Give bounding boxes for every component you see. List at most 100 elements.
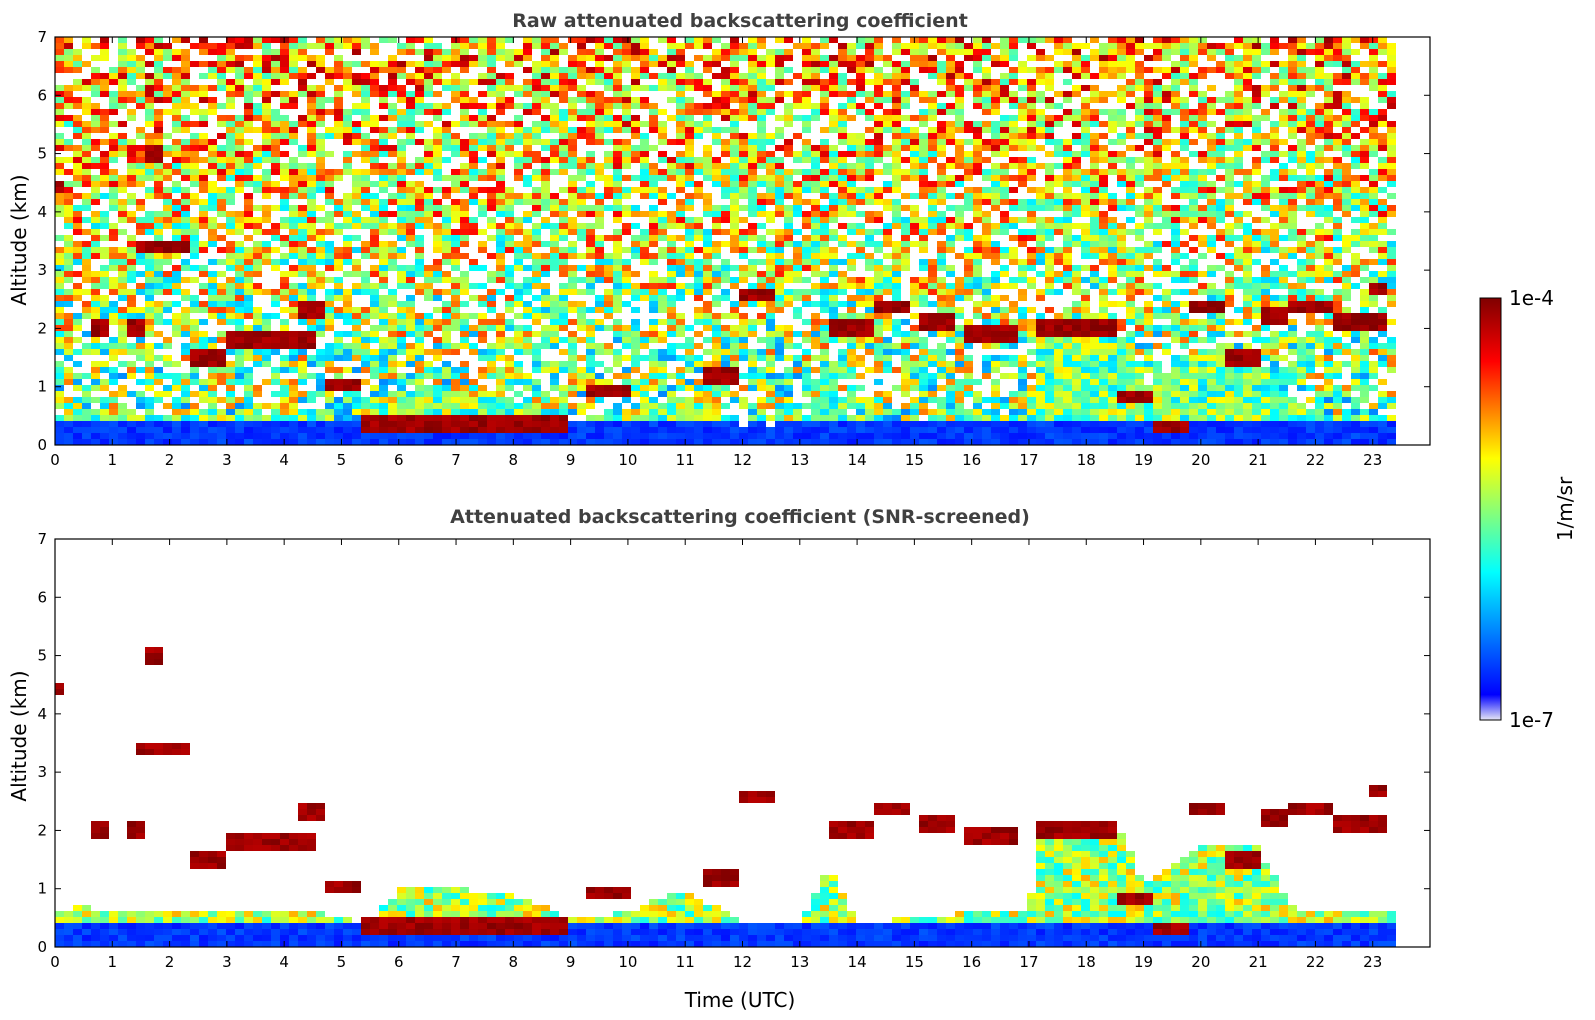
heatmap-cell (307, 163, 316, 169)
heatmap-cell (91, 43, 100, 49)
heatmap-cell (172, 283, 181, 289)
heatmap-cell (55, 391, 64, 397)
heatmap-cell (649, 205, 658, 211)
heatmap-cell (703, 85, 712, 91)
heatmap-cell (892, 157, 901, 163)
heatmap-cell (307, 361, 316, 367)
heatmap-cell (883, 355, 892, 361)
heatmap-cell (442, 49, 451, 55)
heatmap-cell (586, 97, 595, 103)
heatmap-cell (442, 409, 451, 415)
heatmap-cell (397, 163, 406, 169)
heatmap-cell (325, 127, 334, 133)
heatmap-cell (109, 433, 118, 439)
heatmap-cell (892, 139, 901, 145)
heatmap-cell (109, 403, 118, 409)
heatmap-cell (271, 79, 280, 85)
heatmap-cell (811, 157, 820, 163)
heatmap-cell (820, 271, 829, 277)
heatmap-cell (829, 373, 838, 379)
heatmap-cell (316, 325, 325, 331)
heatmap-cell (676, 175, 685, 181)
heatmap-cell (748, 427, 757, 433)
heatmap-cell (874, 391, 883, 397)
heatmap-cell (595, 241, 604, 247)
heatmap-cell (154, 421, 163, 427)
heatmap-cell (208, 403, 217, 409)
heatmap-cell (739, 229, 748, 235)
heatmap-cell (424, 289, 433, 295)
heatmap-cell (244, 349, 253, 355)
heatmap-cell (415, 433, 424, 439)
heatmap-cell (730, 61, 739, 67)
heatmap-cell (730, 247, 739, 253)
heatmap-cell (667, 55, 676, 61)
heatmap-cell (532, 421, 541, 427)
heatmap-cell (298, 187, 307, 193)
heatmap-cell (829, 283, 838, 289)
heatmap-cell (505, 235, 514, 241)
heatmap-cell (811, 109, 820, 115)
heatmap-cell (109, 277, 118, 283)
heatmap-cell (748, 283, 757, 289)
heatmap-cell (64, 265, 73, 271)
heatmap-cell (541, 43, 550, 49)
heatmap-cell (622, 109, 631, 115)
heatmap-cell (127, 433, 136, 439)
heatmap-cell (415, 385, 424, 391)
heatmap-cell (874, 409, 883, 415)
heatmap-cell (523, 199, 532, 205)
heatmap-cell (775, 133, 784, 139)
heatmap-cell (550, 61, 559, 67)
heatmap-cell (694, 265, 703, 271)
heatmap-cell (334, 103, 343, 109)
heatmap-cell (280, 223, 289, 229)
heatmap-cell (82, 229, 91, 235)
heatmap-cell (532, 211, 541, 217)
heatmap-cell (163, 307, 172, 313)
heatmap-cell (109, 319, 118, 325)
heatmap-cell (163, 271, 172, 277)
heatmap-cell (343, 403, 352, 409)
heatmap-cell (703, 175, 712, 181)
heatmap-cell (685, 361, 694, 367)
heatmap-cell (361, 37, 370, 43)
heatmap-cell (739, 265, 748, 271)
heatmap-cell (334, 253, 343, 259)
heatmap-cell (586, 73, 595, 79)
heatmap-cell (253, 265, 262, 271)
heatmap-cell (613, 247, 622, 253)
heatmap-cell (145, 229, 154, 235)
heatmap-cell (586, 169, 595, 175)
heatmap-cell (235, 421, 244, 427)
heatmap-cell (109, 409, 118, 415)
heatmap-cell (163, 223, 172, 229)
heatmap-cell (892, 295, 901, 301)
heatmap-cell (118, 247, 127, 253)
heatmap-cell (766, 79, 775, 85)
heatmap-cell (577, 67, 586, 73)
heatmap-cell (694, 319, 703, 325)
heatmap-cell (433, 175, 442, 181)
heatmap-cell (253, 91, 262, 97)
heatmap-cell (271, 301, 280, 307)
heatmap-cell (397, 277, 406, 283)
heatmap-cell (811, 433, 820, 439)
heatmap-cell (568, 433, 577, 439)
heatmap-cell (784, 175, 793, 181)
heatmap-cell (145, 403, 154, 409)
heatmap-cell (280, 217, 289, 223)
heatmap-cell (289, 229, 298, 235)
heatmap-cell (505, 397, 514, 403)
heatmap-cell (217, 223, 226, 229)
heatmap-cell (469, 169, 478, 175)
heatmap-cell (163, 259, 172, 265)
heatmap-cell (253, 43, 262, 49)
heatmap-cell (172, 235, 181, 241)
heatmap-cell (577, 313, 586, 319)
heatmap-cell (874, 247, 883, 253)
heatmap-cell (820, 61, 829, 67)
heatmap-cell (181, 211, 190, 217)
heatmap-cell (307, 55, 316, 61)
heatmap-cell (226, 415, 235, 421)
